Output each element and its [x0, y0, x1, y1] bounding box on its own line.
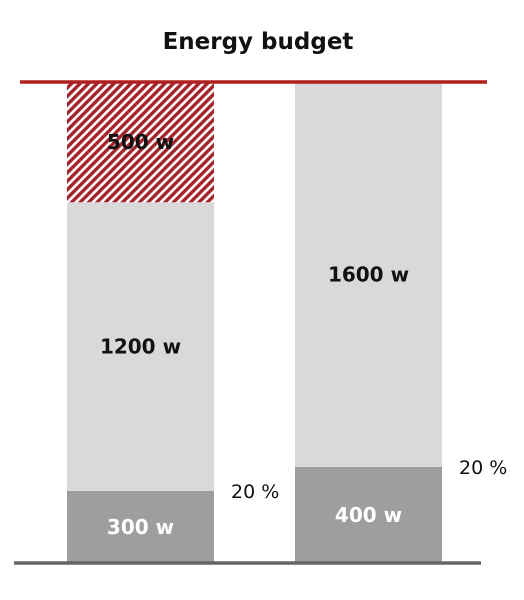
bar-2-segment-1-label: 400 w [335, 503, 402, 527]
bar-2-segment-2 [295, 82, 442, 467]
bar-1-percent-label: 20 % [231, 481, 279, 503]
chart-title: Energy budget [163, 29, 354, 55]
bar-1-segment-1 [67, 490, 214, 563]
bar-1-segment-2 [67, 202, 214, 491]
bar-2-segment-2-label: 1600 w [328, 262, 409, 286]
bars-group [67, 82, 442, 563]
bar-1-segment-3-label: 500 w [107, 130, 174, 154]
bar-2-percent-label: 20 % [459, 457, 507, 479]
bar-1-segment-3 [67, 82, 214, 203]
labels-group: 300 w 1200 w 500 w 20 % 400 w 1600 w 20 % [100, 130, 507, 539]
bar-2-segment-1 [295, 466, 442, 563]
bar-1-segment-2-label: 1200 w [100, 335, 181, 359]
bar-1-segment-1-label: 300 w [107, 515, 174, 539]
